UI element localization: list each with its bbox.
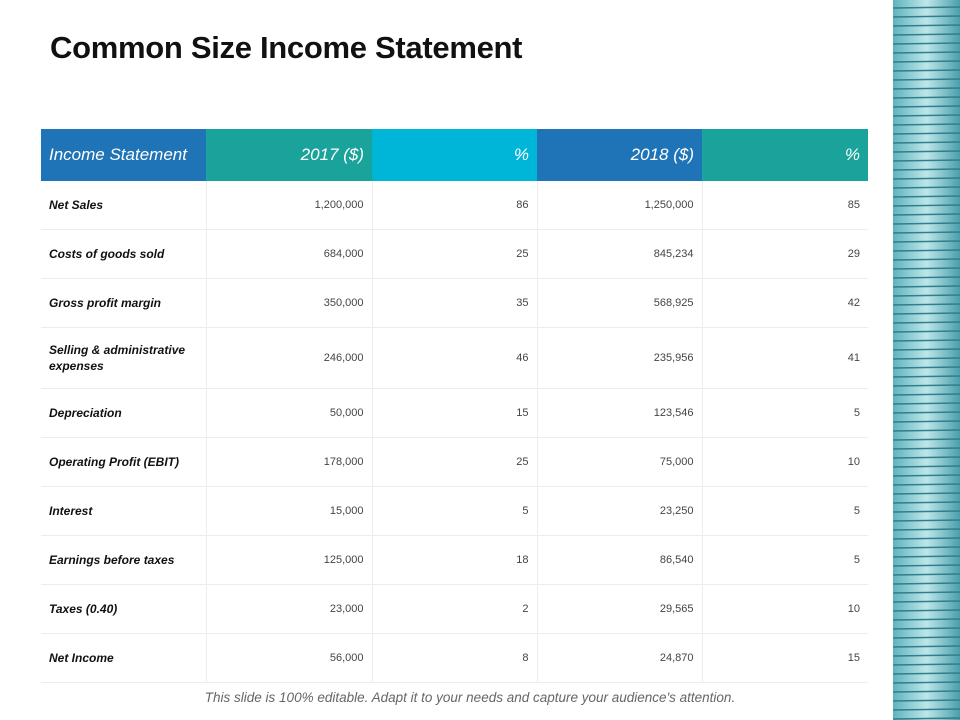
row-label: Net Income bbox=[41, 633, 206, 683]
column-header: % bbox=[702, 129, 868, 181]
table-cell: 86,540 bbox=[536, 535, 702, 585]
table-cell: 23,250 bbox=[536, 486, 702, 536]
table-cell: 18 bbox=[371, 535, 537, 585]
slide-title: Common Size Income Statement bbox=[50, 30, 523, 65]
table-cell: 1,250,000 bbox=[536, 181, 702, 230]
table-row: Operating Profit (EBIT) 178,000 25 75,000 10 bbox=[41, 437, 868, 487]
row-label: Interest bbox=[41, 486, 206, 536]
table-cell: 568,925 bbox=[536, 278, 702, 328]
table-cell: 5 bbox=[371, 486, 537, 536]
row-label: Costs of goods sold bbox=[41, 229, 206, 279]
table-cell: 15 bbox=[371, 388, 537, 438]
coin-image bbox=[893, 0, 960, 720]
column-header: 2017 ($) bbox=[206, 129, 372, 181]
table-cell: 24,870 bbox=[536, 633, 702, 683]
table-cell: 350,000 bbox=[205, 278, 372, 328]
table-cell: 123,546 bbox=[536, 388, 702, 438]
table-cell: 46 bbox=[371, 327, 537, 389]
table-cell: 845,234 bbox=[536, 229, 702, 279]
table-row: Gross profit margin 350,000 35 568,925 42 bbox=[41, 278, 868, 328]
table-cell: 5 bbox=[701, 486, 868, 536]
table-cell: 125,000 bbox=[205, 535, 372, 585]
table-row: Earnings before taxes 125,000 18 86,540 5 bbox=[41, 535, 868, 585]
table-cell: 10 bbox=[701, 437, 868, 487]
table-cell: 10 bbox=[701, 584, 868, 634]
table-cell: 85 bbox=[701, 181, 868, 230]
table-cell: 75,000 bbox=[536, 437, 702, 487]
column-header: 2018 ($) bbox=[537, 129, 702, 181]
table-cell: 178,000 bbox=[205, 437, 372, 487]
table-cell: 8 bbox=[371, 633, 537, 683]
table-cell: 56,000 bbox=[205, 633, 372, 683]
table-cell: 246,000 bbox=[205, 327, 372, 389]
row-label: Depreciation bbox=[41, 388, 206, 438]
row-label: Operating Profit (EBIT) bbox=[41, 437, 206, 487]
table-cell: 35 bbox=[371, 278, 537, 328]
table-cell: 15 bbox=[701, 633, 868, 683]
table-cell: 50,000 bbox=[205, 388, 372, 438]
table-cell: 235,956 bbox=[536, 327, 702, 389]
table-row: Costs of goods sold 684,000 25 845,234 29 bbox=[41, 229, 868, 279]
table-row: Net Income 56,000 8 24,870 15 bbox=[41, 633, 868, 683]
table-row: Taxes (0.40) 23,000 2 29,565 10 bbox=[41, 584, 868, 634]
table-cell: 2 bbox=[371, 584, 537, 634]
table-cell: 25 bbox=[371, 229, 537, 279]
table-cell: 23,000 bbox=[205, 584, 372, 634]
table-row: Interest 15,000 5 23,250 5 bbox=[41, 486, 868, 536]
footer-note: This slide is 100% editable. Adapt it to… bbox=[204, 690, 736, 705]
column-header: % bbox=[372, 129, 537, 181]
row-label: Gross profit margin bbox=[41, 278, 206, 328]
table-cell: 684,000 bbox=[205, 229, 372, 279]
table-row: Selling & administrative expenses 246,000… bbox=[41, 327, 868, 389]
row-label: Taxes (0.40) bbox=[41, 584, 206, 634]
table-row: Net Sales 1,200,000 86 1,250,000 85 bbox=[41, 181, 868, 230]
table-cell: 29 bbox=[701, 229, 868, 279]
row-label: Selling & administrative expenses bbox=[41, 327, 206, 389]
table-cell: 15,000 bbox=[205, 486, 372, 536]
column-header: Income Statement bbox=[41, 129, 206, 181]
table-cell: 86 bbox=[371, 181, 537, 230]
table-cell: 29,565 bbox=[536, 584, 702, 634]
table-cell: 42 bbox=[701, 278, 868, 328]
table-cell: 41 bbox=[701, 327, 868, 389]
row-label: Net Sales bbox=[41, 181, 206, 230]
table-cell: 5 bbox=[701, 388, 868, 438]
table-row: Depreciation 50,000 15 123,546 5 bbox=[41, 388, 868, 438]
row-label: Earnings before taxes bbox=[41, 535, 206, 585]
table-cell: 25 bbox=[371, 437, 537, 487]
table-cell: 1,200,000 bbox=[205, 181, 372, 230]
income-table: Income Statement 2017 ($)% 2018 ($)% Net S… bbox=[41, 129, 868, 683]
table-cell: 5 bbox=[701, 535, 868, 585]
